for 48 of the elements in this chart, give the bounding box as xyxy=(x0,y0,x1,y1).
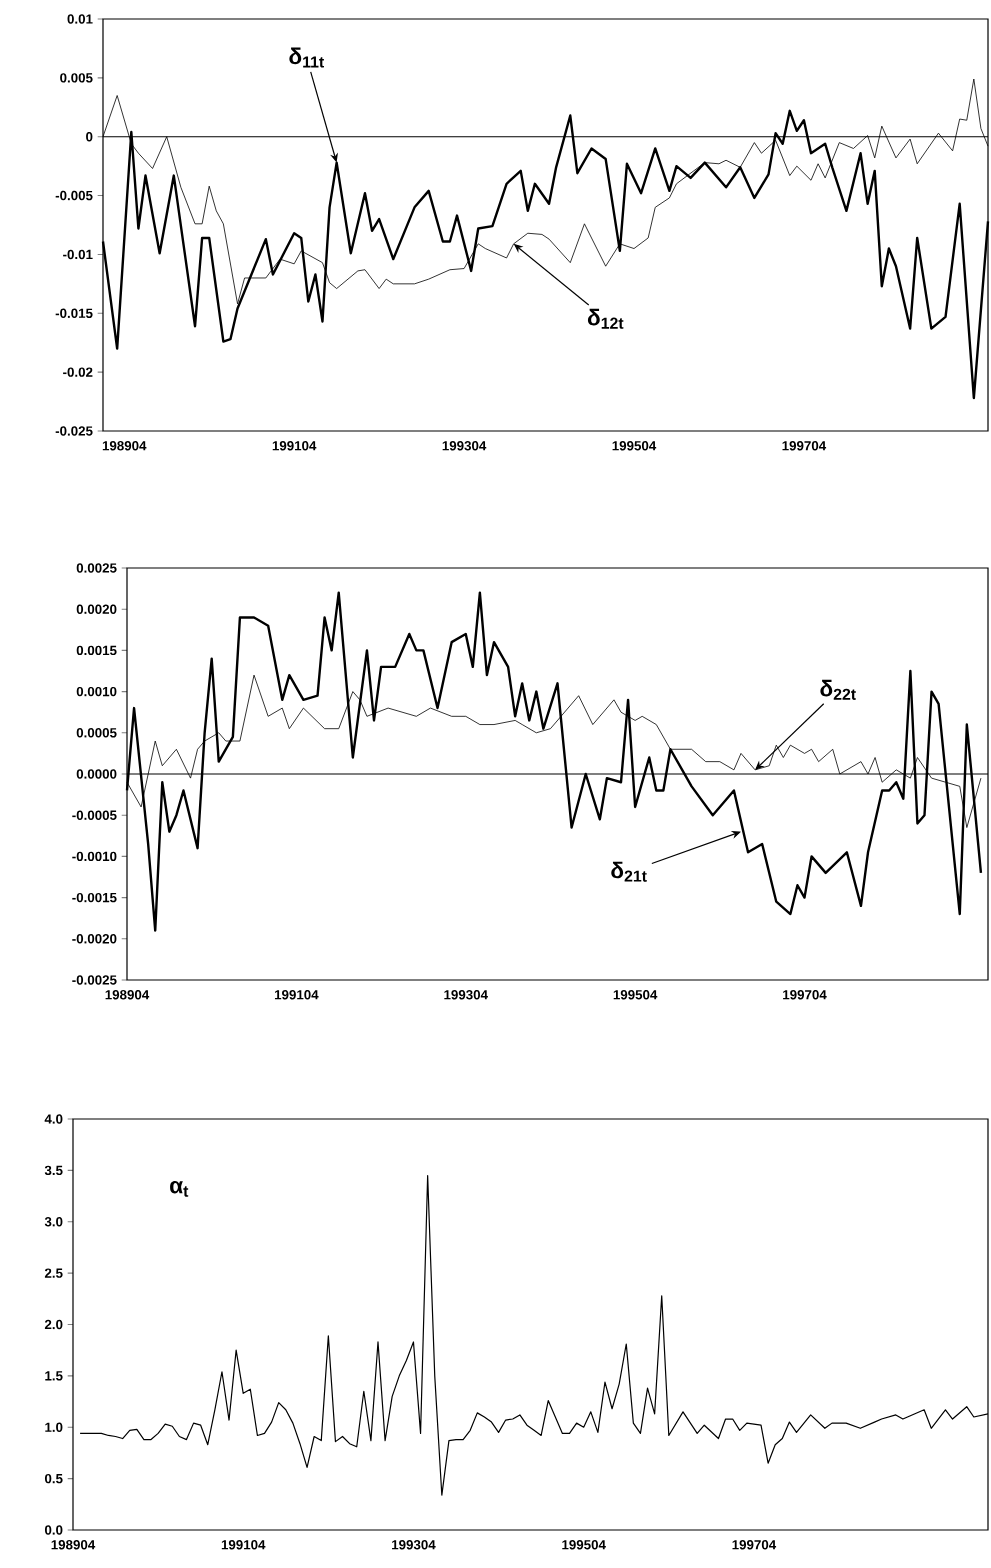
x-tick-label: 199104 xyxy=(272,441,317,451)
x-tick-label: 199304 xyxy=(392,1540,436,1550)
y-tick-label: 0.0025 xyxy=(76,563,117,573)
x-tick-label: 198904 xyxy=(105,990,150,1000)
y-tick-label: 0.0010 xyxy=(76,686,117,697)
y-tick-label: 3.5 xyxy=(44,1165,63,1176)
y-tick-label: -0.025 xyxy=(55,426,93,436)
annotation: α$_{t}$ xyxy=(170,1180,189,1197)
y-tick-label: 1.0 xyxy=(45,1422,63,1432)
y-tick-label: 0.0 xyxy=(44,1525,63,1535)
x-tick-label: 198904 xyxy=(102,441,147,451)
annotation: δ$_{12t}$ xyxy=(587,308,624,329)
y-tick-label: -0.0015 xyxy=(72,892,117,903)
x-tick-label: 199704 xyxy=(783,990,827,1000)
x-tick-label: 199104 xyxy=(274,990,319,1000)
y-tick-label: 0.0000 xyxy=(76,769,117,779)
y-tick-label: 0.5 xyxy=(44,1473,63,1484)
y-tick-label: 0.0020 xyxy=(76,604,117,614)
annotation: δ$_{22t}$ xyxy=(820,679,856,700)
y-tick-label: 0.005 xyxy=(60,73,93,83)
y-tick-label: 0.0005 xyxy=(76,728,117,738)
annotation: δ$_{11t}$ xyxy=(289,47,324,68)
x-tick-label: 199504 xyxy=(562,1540,606,1550)
y-tick-label: 0 xyxy=(86,132,93,142)
y-tick-label: -0.0010 xyxy=(72,851,117,862)
x-tick-label: 199704 xyxy=(782,441,827,451)
y-tick-label: -0.02 xyxy=(63,367,93,377)
y-tick-label: 2.5 xyxy=(44,1268,63,1278)
y-tick-label: -0.005 xyxy=(55,190,93,201)
y-tick-label: 0.0015 xyxy=(76,645,117,656)
x-tick-label: 199504 xyxy=(612,441,657,451)
y-tick-label: -0.0025 xyxy=(72,975,117,985)
y-tick-label: 3.0 xyxy=(44,1217,63,1227)
x-tick-label: 199104 xyxy=(221,1540,266,1550)
x-tick-label: 199504 xyxy=(613,990,658,1000)
y-tick-label: -0.015 xyxy=(55,308,93,318)
x-tick-label: 199304 xyxy=(442,441,487,451)
y-tick-label: -0.0020 xyxy=(72,934,117,944)
x-tick-label: 199704 xyxy=(732,1540,777,1550)
annotation: δ$_{21t}$ xyxy=(611,861,647,882)
x-tick-label: 199304 xyxy=(444,990,488,1000)
y-tick-label: 0.01 xyxy=(67,14,93,24)
y-tick-label: -0.01 xyxy=(63,249,93,260)
y-tick-label: 4.0 xyxy=(44,1114,63,1124)
y-tick-label: -0.0005 xyxy=(72,810,117,820)
x-tick-label: 198904 xyxy=(51,1540,96,1550)
y-tick-label: 2.0 xyxy=(44,1319,63,1330)
y-tick-label: 1.5 xyxy=(45,1371,63,1381)
